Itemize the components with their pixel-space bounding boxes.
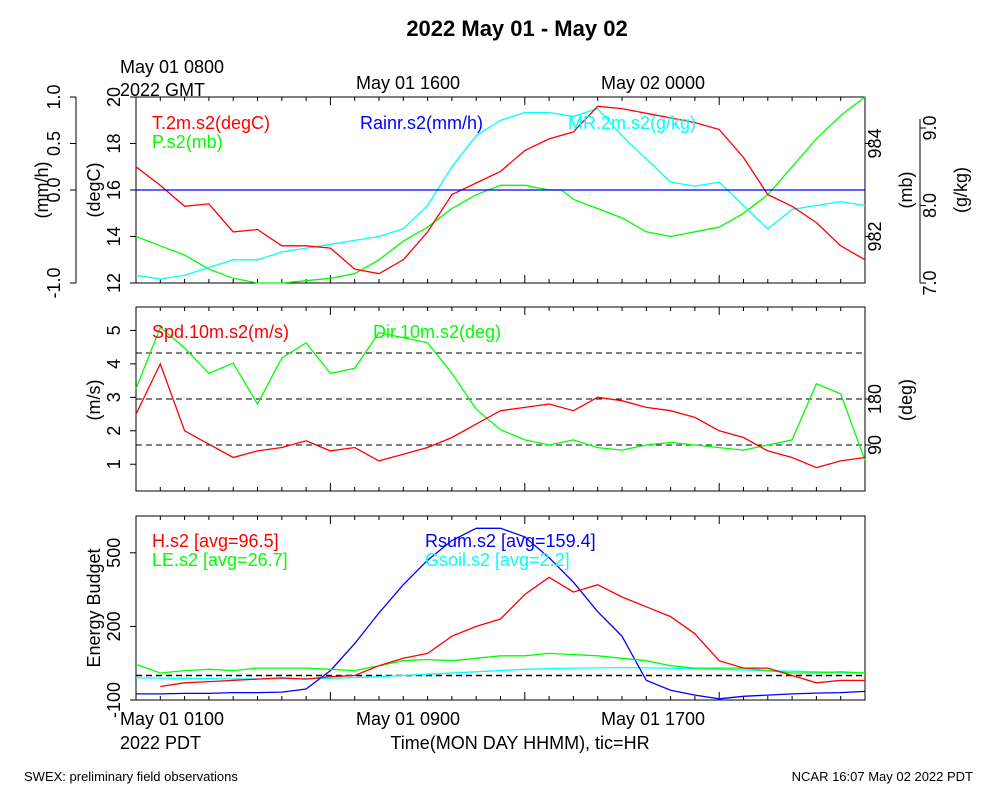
panel-wind-ticks: 1 2 3 4 5 90 180 bbox=[104, 307, 885, 491]
y-tick-label: 3 bbox=[104, 392, 124, 402]
top-time-first-line1: May 01 0800 bbox=[120, 57, 224, 77]
temp-axis-label: (degC) bbox=[84, 162, 104, 217]
y-tick-label: 8.0 bbox=[920, 193, 940, 218]
panel-wind-series bbox=[135, 326, 866, 469]
y-tick-label: 16 bbox=[104, 180, 124, 200]
legend-temp: T.2m.s2(degC) bbox=[152, 113, 270, 133]
panel-energy-series bbox=[135, 527, 866, 700]
y-tick-label: 20 bbox=[104, 87, 124, 107]
bottom-time-right: May 01 1700 bbox=[601, 709, 705, 729]
panel-wind: 1 2 3 4 5 90 180 (m/s) (deg) Spd.10m.s2(m/s) D… bbox=[84, 306, 916, 492]
y-tick-label: -1.0 bbox=[44, 267, 64, 298]
y-tick-label: 14 bbox=[104, 226, 124, 246]
y-tick-label: 0.5 bbox=[44, 131, 64, 156]
series-line bbox=[135, 96, 866, 284]
series-line bbox=[135, 362, 866, 469]
legend-spd: Spd.10m.s2(m/s) bbox=[152, 322, 289, 342]
y-tick-label: 500 bbox=[104, 538, 124, 568]
legend-pres: P.s2(mb) bbox=[152, 132, 223, 152]
pres-axis-label: (mb) bbox=[896, 172, 916, 209]
series-line bbox=[135, 107, 866, 280]
y-tick-label: 4 bbox=[104, 359, 124, 369]
y-tick-label: 982 bbox=[865, 221, 885, 251]
spd-axis-label: (m/s) bbox=[84, 380, 104, 421]
bottom-time-first-line2: 2022 PDT bbox=[120, 733, 201, 753]
series-line bbox=[136, 527, 866, 700]
legend-dir: Dir.10m.s2(deg) bbox=[373, 322, 501, 342]
bottom-time-first-line1: May 01 0100 bbox=[120, 709, 224, 729]
y-tick-label: 12 bbox=[104, 273, 124, 293]
panel-met-ticks: -1.0 0.0 0.5 1.0 12 14 16 18 20 982 984 7.0 8.0 9.0 bbox=[44, 84, 940, 298]
y-tick-label: 9.0 bbox=[920, 115, 940, 140]
footer-left: SWEX: preliminary field observations bbox=[24, 769, 238, 784]
y-tick-label: 7.0 bbox=[920, 270, 940, 295]
panel-met: -1.0 0.0 0.5 1.0 12 14 16 18 20 982 984 7.0 8.0 9.0 (… bbox=[32, 84, 971, 298]
series-line bbox=[160, 576, 865, 688]
mr-axis-label: (g/kg) bbox=[951, 167, 971, 213]
y-tick-label: 2 bbox=[104, 426, 124, 436]
top-time-first-line2: 2022 GMT bbox=[120, 80, 205, 100]
top-time-right: May 02 0000 bbox=[601, 73, 705, 93]
series-line bbox=[135, 105, 866, 275]
rain-axis-label: (mm/h) bbox=[32, 162, 52, 219]
legend-rain: Rainr.s2(mm/h) bbox=[360, 113, 483, 133]
y-tick-label: -100 bbox=[104, 682, 124, 718]
x-axis-label: Time(MON DAY HHMM), tic=HR bbox=[390, 733, 649, 753]
legend-rsum: Rsum.s2 [avg=159.4] bbox=[425, 531, 596, 551]
chart-title: 2022 May 01 - May 02 bbox=[406, 16, 627, 41]
panel-energy: -100 200 500 Energy Budget H.s2 [avg=96.5]… bbox=[84, 515, 866, 718]
y-tick-label: 1.0 bbox=[44, 84, 64, 109]
y-tick-label: 1 bbox=[104, 459, 124, 469]
y-tick-label: 0.0 bbox=[44, 177, 64, 202]
legend-gsoil: Gsoil.s2 [avg=2.2] bbox=[425, 550, 570, 570]
y-tick-label: 180 bbox=[865, 384, 885, 414]
y-tick-label: 90 bbox=[865, 435, 885, 455]
bottom-time-mid: May 01 0900 bbox=[356, 709, 460, 729]
footer-right: NCAR 16:07 May 02 2022 PDT bbox=[792, 769, 973, 784]
y-tick-label: 5 bbox=[104, 325, 124, 335]
top-time-mid: May 01 1600 bbox=[356, 73, 460, 93]
y-tick-label: 200 bbox=[104, 611, 124, 641]
panel-met-series bbox=[135, 96, 866, 284]
energy-axis-label: Energy Budget bbox=[84, 548, 104, 667]
panel-energy-ticks: -100 200 500 bbox=[104, 516, 866, 718]
dir-axis-label: (deg) bbox=[896, 379, 916, 421]
legend-mr: MR.2m.s2(g/kg) bbox=[568, 113, 696, 133]
y-tick-label: 18 bbox=[104, 133, 124, 153]
legend-le: LE.s2 [avg=26.7] bbox=[152, 550, 288, 570]
legend-h: H.s2 [avg=96.5] bbox=[152, 531, 279, 551]
series-line bbox=[135, 326, 866, 461]
y-tick-label: 984 bbox=[865, 128, 885, 158]
